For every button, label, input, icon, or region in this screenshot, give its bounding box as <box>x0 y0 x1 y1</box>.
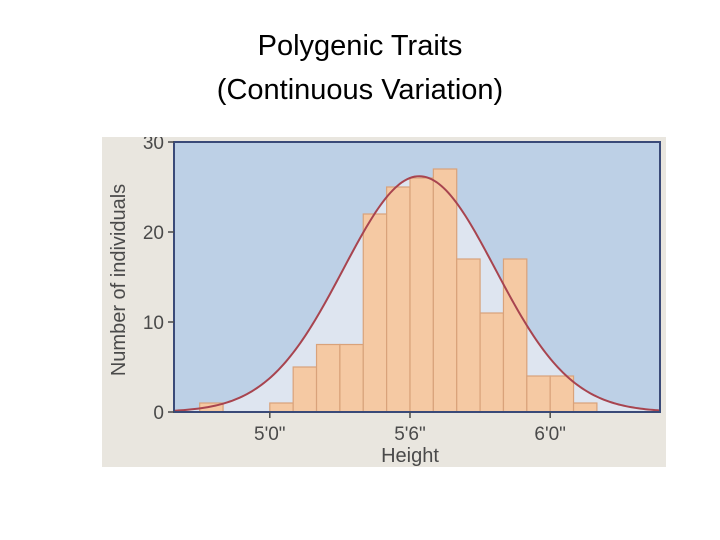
x-axis-label: Height <box>381 445 439 467</box>
histogram-bar <box>502 258 528 413</box>
y-axis: 0 10 20 30 <box>143 137 174 424</box>
histogram-bar <box>432 168 458 413</box>
y-tick-label: 0 <box>153 403 164 424</box>
histogram-bar <box>456 258 481 413</box>
x-axis: 5'0" 5'6" 6'0" <box>254 412 566 445</box>
histogram-chart: 0 10 20 30 5'0" 5'6" 6'0" Number of individua… <box>108 137 661 467</box>
histogram-bar <box>479 312 505 413</box>
histogram-bar <box>549 375 575 413</box>
histogram-bar <box>386 186 411 413</box>
x-tick-label: 6'0" <box>534 424 566 445</box>
x-tick-label: 5'6" <box>394 424 426 445</box>
histogram-bar <box>409 177 434 413</box>
histogram-figure: 0 10 20 30 5'0" 5'6" 6'0" Number of individua… <box>102 137 666 467</box>
histogram-bar <box>292 366 318 413</box>
histogram-bar <box>362 213 388 413</box>
y-tick-label: 30 <box>143 137 164 154</box>
histogram-bar <box>526 375 551 413</box>
histogram-bar <box>315 343 341 413</box>
x-tick-label: 5'0" <box>254 424 286 445</box>
y-tick-label: 20 <box>143 223 164 244</box>
slide-title-line-1: Polygenic Traits <box>257 30 463 62</box>
plot-frame <box>173 141 661 413</box>
slide-title: Polygenic Traits (Continuous Variation) <box>0 24 720 112</box>
histogram-bar <box>339 343 364 413</box>
histogram-bar <box>269 402 294 413</box>
y-axis-label: Number of individuals <box>108 184 130 376</box>
slide-title-line-2: (Continuous Variation) <box>216 74 504 106</box>
histogram-bars <box>199 168 598 413</box>
histogram-bar <box>572 402 598 413</box>
y-tick-label: 10 <box>143 313 164 334</box>
normal-curve <box>173 175 661 412</box>
